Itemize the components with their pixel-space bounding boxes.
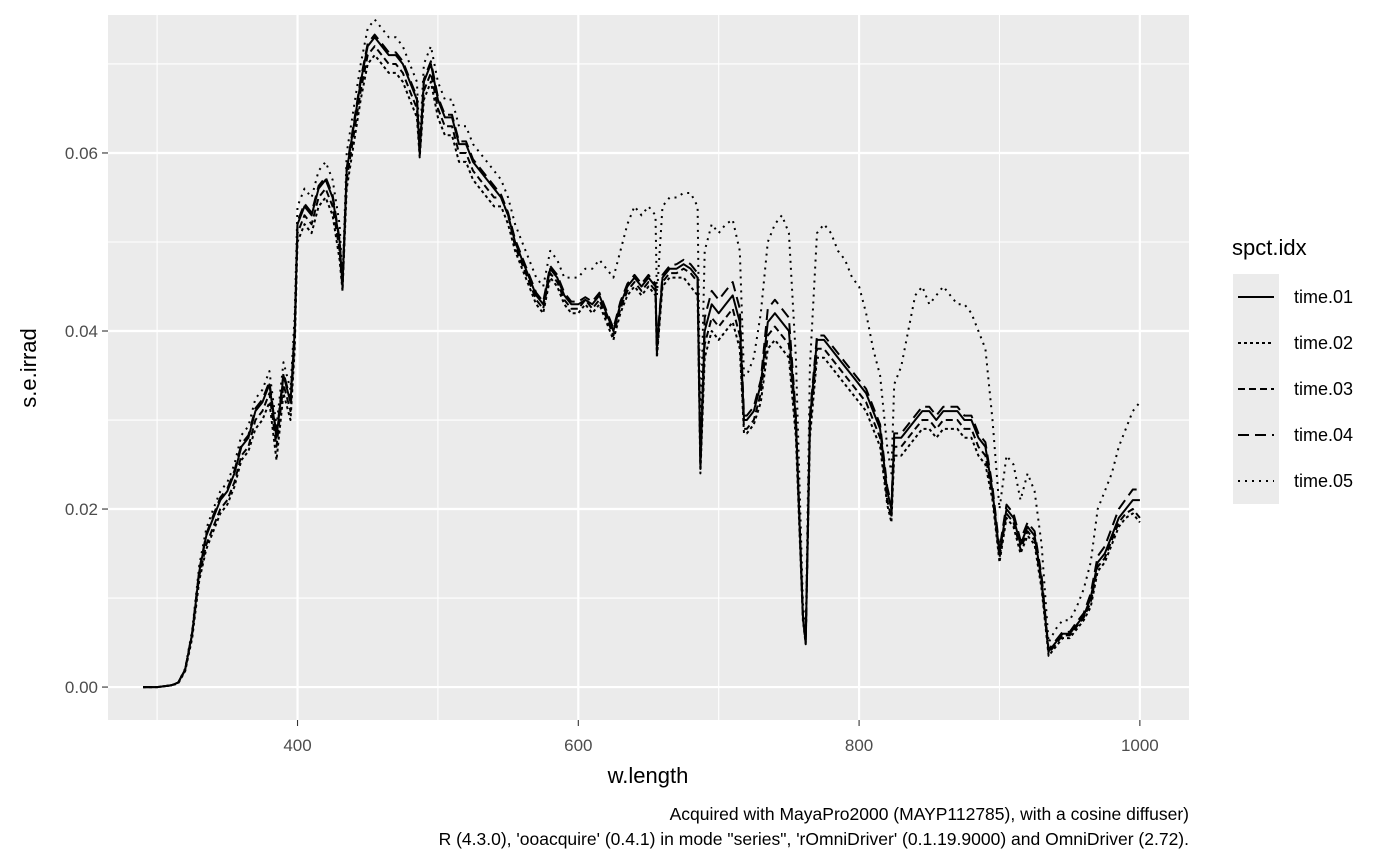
y-tick-label: 0.06: [65, 144, 98, 163]
x-tick-label: 600: [564, 736, 592, 755]
series-line-time.04: [143, 33, 1140, 689]
major-gridlines: [108, 15, 1189, 720]
caption-line-1: Acquired with MayaPro2000 (MAYP112785), …: [670, 804, 1189, 824]
series-line-time.03: [143, 45, 1141, 689]
x-tick-label: 1000: [1121, 736, 1159, 755]
tick-labels: 400 600 800 1000 0.00 0.02 0.04 0.06: [65, 144, 1159, 755]
series-lines: [143, 18, 1141, 689]
legend-label-time.04: time.04: [1294, 425, 1353, 445]
legend-label-time.05: time.05: [1294, 471, 1353, 491]
y-tick-label: 0.00: [65, 678, 98, 697]
caption-line-2: R (4.3.0), 'ooacquire' (0.4.1) in mode "…: [439, 829, 1189, 849]
legend-label-time.02: time.02: [1294, 333, 1353, 353]
x-tick-label: 400: [283, 736, 311, 755]
legend-title: spct.idx: [1232, 235, 1307, 260]
x-tick-label: 800: [845, 736, 873, 755]
plot-panel: [108, 15, 1189, 720]
minor-gridlines: [108, 15, 1189, 720]
x-axis-title: w.length: [607, 763, 689, 788]
y-tick-label: 0.02: [65, 500, 98, 519]
y-tick-label: 0.04: [65, 322, 98, 341]
legend-items: time.01 time.02 time.03 time.04 time.05: [1238, 287, 1353, 491]
legend-label-time.01: time.01: [1294, 287, 1353, 307]
legend: spct.idx time.01time.02time.03time.04tim…: [1232, 235, 1353, 504]
axis-ticks: [102, 152, 1141, 726]
y-axis-title: s.e.irrad: [16, 328, 41, 407]
legend-label-time.03: time.03: [1294, 379, 1353, 399]
